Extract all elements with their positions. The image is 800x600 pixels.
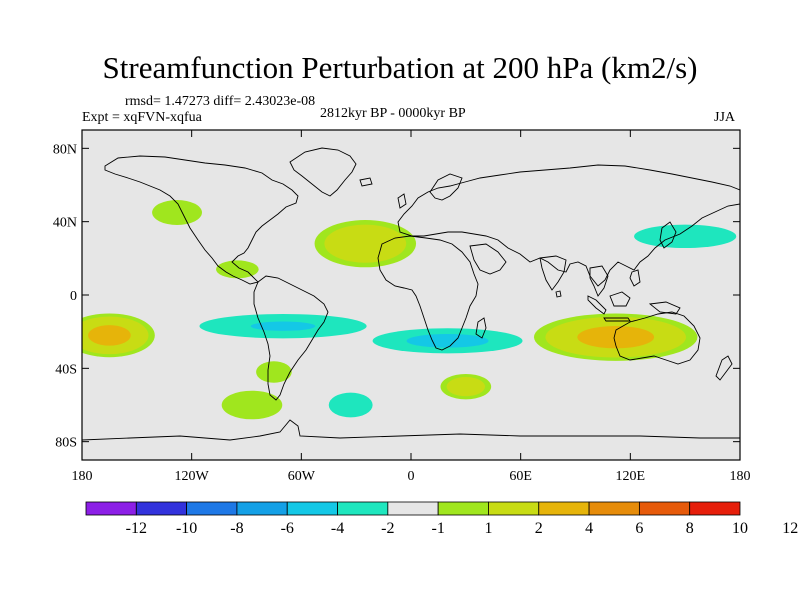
coastline-scandinavia <box>429 173 463 201</box>
coastline-australia <box>613 311 701 365</box>
colorbar-label: 12 <box>782 520 798 537</box>
colorbar-swatch <box>286 501 338 516</box>
contour-region-negative <box>634 224 737 249</box>
lon-tick-label: 60E <box>509 469 532 484</box>
colorbar-swatch <box>689 501 741 516</box>
lon-tick-label: 120E <box>616 469 646 484</box>
colorbar-swatch <box>337 501 389 516</box>
contour-region-positive <box>216 260 259 279</box>
colorbar-swatch <box>488 501 540 516</box>
lat-tick-label: 0 <box>70 289 77 304</box>
chart-title: Streamfunction Perturbation at 200 hPa (… <box>102 50 698 85</box>
lon-tick-label: 180 <box>72 469 93 484</box>
coastline-borneo <box>609 291 631 307</box>
contour-region-negative <box>460 152 500 171</box>
contour-region-negative <box>406 333 489 348</box>
colorbar-swatch <box>588 501 640 516</box>
contour-region-negative <box>250 321 316 331</box>
coastline-sri-lanka <box>555 290 562 298</box>
colorbar-swatch <box>437 501 489 516</box>
lon-tick-label: 0 <box>408 469 415 484</box>
contour-region-positive <box>256 361 292 383</box>
colorbar-label: -10 <box>176 520 197 537</box>
lat-tick-label: 80N <box>53 142 77 157</box>
colorbar-label: 8 <box>686 520 694 537</box>
rmsd-diff-stats: rmsd= 1.47273 diff= 2.43023e-08 <box>125 94 316 109</box>
contour-region-negative <box>328 392 373 418</box>
colorbar-label: -2 <box>381 520 394 537</box>
colorbar-swatch <box>135 501 188 516</box>
lat-tick-label: 40S <box>55 362 77 377</box>
contour-region-positive <box>88 325 131 346</box>
coastline-japan <box>659 221 677 249</box>
colorbar-label: -8 <box>230 520 243 537</box>
coastline-new-zealand <box>715 355 733 381</box>
contour-region-negative <box>519 372 552 391</box>
colorbar-label: -4 <box>331 520 344 537</box>
coastline-north-america <box>104 155 299 285</box>
colorbar-swatch <box>236 501 288 516</box>
colorbar-label: -6 <box>281 520 294 537</box>
coastline-arabia <box>469 243 507 275</box>
coastline-africa <box>377 235 479 351</box>
season-label: JJA <box>714 110 736 125</box>
map-background <box>82 130 740 460</box>
coastline-new-guinea <box>648 301 681 315</box>
coastline-british-isles <box>397 193 407 209</box>
colorbar-swatch <box>538 501 590 516</box>
lon-tick-label: 180 <box>730 469 751 484</box>
lat-tick-label: 40N <box>53 216 77 231</box>
colorbar-label: -12 <box>126 520 147 537</box>
coastline-philippines <box>629 269 641 287</box>
coastline-indochina <box>589 265 609 297</box>
colorbar-label: 1 <box>484 520 492 537</box>
coastline-south-america <box>253 275 329 401</box>
coastline-antarctica <box>82 419 740 441</box>
contour-region-positive <box>446 377 486 397</box>
experiment-label: Expt = xqFVN-xqfua <box>82 110 202 125</box>
coastline-greenland <box>289 147 357 197</box>
map-axes: 80N 40N 0 40S 80S 180 120W 60W 0 60E 120E 180 <box>53 130 751 484</box>
coastline-java <box>603 317 631 322</box>
coastline-india <box>539 255 567 291</box>
colorbar-label: -1 <box>431 520 444 537</box>
contour-region-positive <box>577 326 655 349</box>
contour-region-positive <box>324 224 407 263</box>
colorbar-label: 6 <box>635 520 643 537</box>
coastlines <box>82 147 740 441</box>
colorbar-label: 2 <box>535 520 543 537</box>
contour-region-negative <box>546 210 576 226</box>
colorbar: -12 -10 -8 -6 -4 -2 -1 1 2 4 6 8 10 12 <box>85 501 798 537</box>
colorbar-swatch <box>387 501 439 516</box>
contour-fill-layer <box>82 152 740 422</box>
colorbar-label: 10 <box>732 520 748 537</box>
contour-region-negative <box>393 187 502 220</box>
coastline-eurasia <box>397 164 740 287</box>
coastline-sumatra <box>587 295 607 315</box>
contour-region-positive <box>152 199 202 226</box>
contour-region-positive <box>221 390 283 420</box>
colorbar-swatch <box>85 501 137 516</box>
coastline-madagascar <box>475 317 487 339</box>
colorbar-swatch <box>186 501 238 516</box>
coastline-iceland <box>359 177 373 187</box>
colorbar-label: 4 <box>585 520 593 537</box>
period-label: 2812kyr BP - 0000kyr BP <box>320 106 466 121</box>
lon-tick-label: 60W <box>288 469 316 484</box>
lon-tick-label: 120W <box>175 469 210 484</box>
lat-tick-label: 80S <box>55 436 77 451</box>
contour-region-negative <box>111 260 144 275</box>
colorbar-swatch <box>638 501 691 516</box>
